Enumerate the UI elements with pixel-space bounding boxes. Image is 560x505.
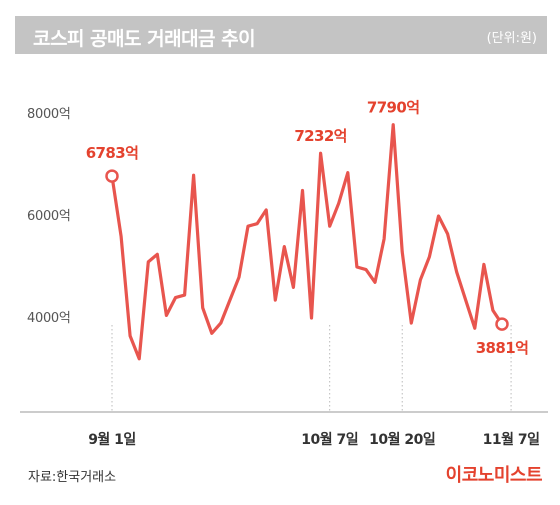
x-tick-label: 10월 20일 [369, 431, 435, 448]
x-tick-label: 9월 1일 [88, 431, 136, 448]
chart-title: 코스피 공매도 거래대금 추이 [33, 28, 256, 50]
data-label: 3881억 [476, 339, 529, 357]
series-line [110, 123, 504, 361]
x-tick-label: 10월 7일 [301, 431, 358, 448]
brand-logo: 이코노미스트 [445, 465, 543, 486]
x-tick-label: 11월 7일 [483, 431, 540, 448]
data-label: 6783억 [86, 144, 139, 162]
y-tick-label: 4000억 [27, 311, 71, 326]
y-tick-label: 6000억 [27, 209, 71, 224]
y-tick-label: 8000억 [27, 107, 71, 122]
data-label: 7232억 [294, 127, 347, 145]
data-point-marker [495, 317, 509, 331]
data-point-marker [105, 169, 119, 183]
data-label: 7790억 [367, 99, 420, 117]
unit-label: (단위:원) [486, 31, 537, 46]
title-bar: 코스피 공매도 거래대금 추이 (단위:원) [15, 16, 547, 54]
source-note: 자료:한국거래소 [28, 470, 117, 485]
